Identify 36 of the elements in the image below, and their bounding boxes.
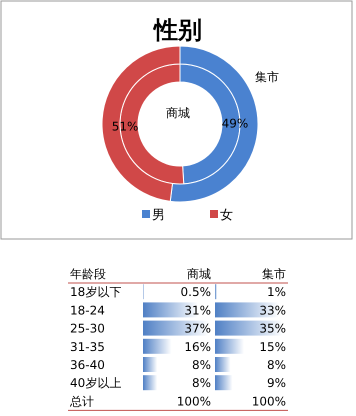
series-label: 集市 <box>262 267 286 281</box>
slice-label: 集市 <box>255 70 279 84</box>
bar <box>143 320 209 336</box>
data-label: 37% <box>184 322 211 336</box>
data-label: 1% <box>266 285 286 300</box>
slice-label: 商城 <box>166 106 190 120</box>
text: 总计 <box>69 394 94 408</box>
y-tick-label: 36-40 <box>70 358 105 372</box>
y-tick-label: 18岁以下 <box>70 285 122 300</box>
bar <box>215 357 231 372</box>
y-tick-label: 40岁以上 <box>70 376 122 390</box>
data-label: 16% <box>184 340 211 354</box>
legend-label: 女 <box>220 208 233 223</box>
bar <box>215 338 244 354</box>
data-label: 8% <box>192 358 211 372</box>
legend-label: 男 <box>152 208 165 223</box>
data-label: 15% <box>259 340 286 354</box>
bar <box>215 375 232 390</box>
y-tick-label: 18-24 <box>70 303 105 318</box>
data-label: 8% <box>192 376 211 390</box>
text: 100% <box>176 394 211 408</box>
data-label: 0.5% <box>180 285 211 300</box>
data-label: 33% <box>259 303 286 318</box>
bar <box>143 338 172 354</box>
text: 100% <box>252 394 286 408</box>
series-label: 商城 <box>187 267 211 281</box>
y-tick-label: 25-30 <box>70 322 105 336</box>
data-label: 31% <box>184 303 211 318</box>
bar <box>143 357 158 372</box>
data-label: 8% <box>266 358 286 372</box>
data-label: 9% <box>266 376 286 390</box>
data-label: 35% <box>259 322 286 336</box>
bar <box>143 375 158 390</box>
y-axis-title: 年龄段 <box>70 267 106 281</box>
chart-title: 性别 <box>152 16 202 44</box>
y-tick-label: 31-35 <box>70 340 105 354</box>
